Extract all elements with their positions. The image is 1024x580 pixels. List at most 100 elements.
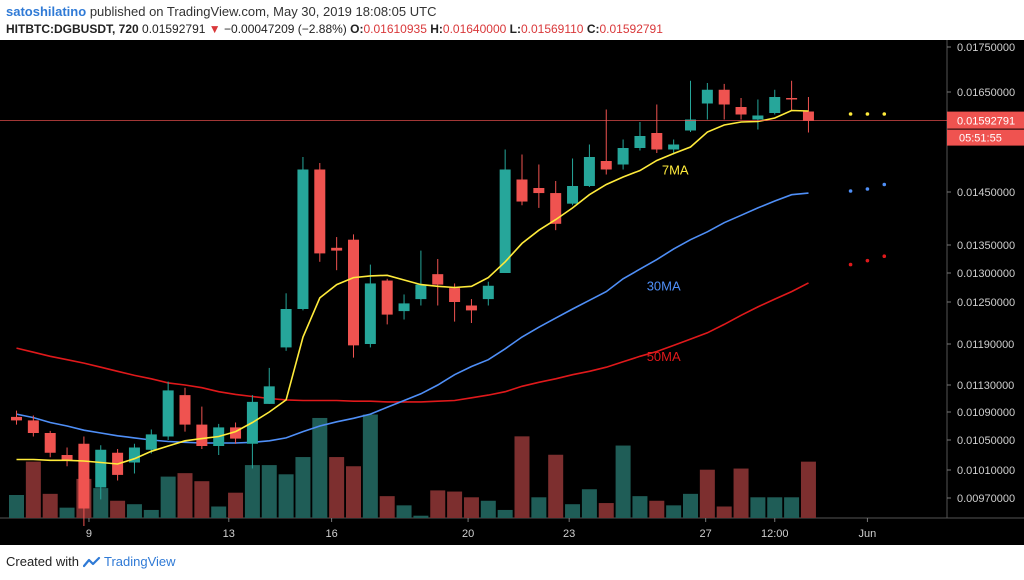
volume-bar	[9, 495, 24, 518]
candle-body	[348, 239, 359, 346]
volume-bar	[295, 457, 311, 518]
change-down-arrow-icon: ▼	[208, 22, 221, 36]
time-tick-label: 12:00	[761, 528, 789, 540]
price-tick-label: 0.00970000	[957, 493, 1015, 505]
chart-header: satoshilatino published on TradingView.c…	[0, 0, 1024, 40]
candle-body	[583, 157, 595, 186]
volume-bar	[379, 496, 395, 518]
candle-body	[230, 427, 242, 439]
volume-bar	[59, 507, 75, 518]
price-tick-label: 0.01350000	[957, 240, 1015, 252]
ma-projection-dot	[865, 258, 870, 263]
volume-bar	[160, 476, 176, 518]
volume-bar	[93, 488, 109, 518]
candle-body	[499, 169, 511, 273]
ma-projection-dot	[882, 112, 887, 116]
tradingview-logo[interactable]: TradingView	[82, 554, 176, 569]
candle-body	[550, 193, 562, 224]
volume-bar	[329, 457, 345, 518]
volume-bar	[666, 505, 682, 518]
created-with: Created with TradingView	[6, 554, 176, 569]
open-value: 0.01610935	[363, 22, 427, 36]
volume-bar	[211, 506, 227, 518]
volume-bar	[463, 497, 479, 518]
volume-bar	[278, 474, 294, 518]
volume-bar	[413, 515, 429, 518]
low-label: L:	[509, 22, 521, 36]
price-tick-label: 0.01090000	[957, 407, 1015, 419]
candle-body	[533, 188, 545, 194]
volume-bar	[733, 468, 749, 518]
candle-body	[651, 133, 663, 150]
time-tick-label: 9	[86, 528, 92, 540]
volume-bar	[177, 473, 193, 518]
volume-bar	[632, 496, 648, 518]
price-tick-label: 0.01250000	[957, 297, 1015, 309]
candle-body	[752, 115, 764, 120]
chart-background	[0, 40, 1024, 545]
candle-body	[381, 280, 393, 315]
volume-bar	[531, 497, 547, 518]
price-change: −0.00047209 (−2.88%)	[224, 22, 347, 36]
volume-bar	[767, 497, 783, 518]
close-label: C:	[586, 22, 600, 36]
ma-label: 30MA	[647, 278, 681, 293]
high-value: 0.01640000	[442, 22, 507, 36]
last-price-tag-label: 0.01592791	[957, 116, 1015, 128]
price-tick-label: 0.01010000	[957, 465, 1015, 477]
created-with-text: Created with	[6, 554, 79, 569]
volume-bar	[581, 489, 597, 518]
close-value: 0.01592791	[599, 22, 663, 36]
volume-bar	[362, 414, 378, 518]
price-tick-label: 0.01050000	[957, 435, 1015, 447]
volume-bar	[42, 493, 58, 518]
ma-label: 7MA	[662, 163, 689, 178]
volume-bar	[110, 500, 126, 518]
candle-body	[280, 309, 292, 348]
chart-footer: Created with TradingView	[0, 545, 1024, 580]
candle-body	[11, 416, 22, 421]
last-price: 0.01592791	[142, 22, 206, 36]
last-price-tag	[947, 111, 1024, 129]
ma-projection-dot	[882, 254, 887, 258]
volume-bar	[649, 500, 665, 518]
ohlc-legend: HITBTC:DGBUSDT, 720 0.01592791 ▼ −0.0004…	[6, 22, 663, 36]
volume-bar	[716, 506, 732, 518]
volume-bar	[261, 465, 277, 518]
time-tick-label: 27	[700, 528, 712, 540]
price-tick-label: 0.01300000	[957, 268, 1015, 280]
candle-body	[78, 443, 90, 509]
candle-body	[769, 97, 781, 113]
candle-body	[179, 395, 191, 425]
ma-label: 50MA	[647, 349, 681, 364]
volume-bar	[565, 504, 581, 518]
candle-body	[786, 98, 798, 100]
price-tick-label: 0.01130000	[957, 380, 1014, 392]
volume-bar	[447, 491, 463, 518]
price-tick-label: 0.01750000	[957, 42, 1015, 54]
volume-bar	[244, 465, 260, 518]
candle-body	[449, 288, 461, 302]
author-name[interactable]: satoshilatino	[6, 4, 87, 19]
ma-projection-dot	[848, 112, 853, 116]
publish-text: published on TradingView.com, May 30, 20…	[89, 4, 437, 19]
time-tick-label: 20	[462, 528, 474, 540]
candle-body	[668, 144, 680, 150]
time-tick-label: 16	[325, 528, 337, 540]
volume-bar	[228, 492, 244, 518]
candle-body	[331, 247, 343, 251]
chart-area[interactable]: 7MA 30MA 50MA 0.01750000 0.01650000 0.0145000…	[0, 40, 1024, 545]
volume-bar	[126, 504, 142, 518]
ma-projection-dot	[882, 182, 887, 187]
volume-bar	[25, 461, 41, 518]
time-tick-label: 13	[223, 528, 235, 540]
ma-projection-dot	[848, 189, 853, 193]
price-chart[interactable]: 7MA 30MA 50MA 0.01750000 0.01650000 0.0145000…	[0, 40, 1024, 545]
volume-bar	[548, 454, 564, 518]
candle-body	[432, 274, 444, 285]
volume-bar	[396, 505, 412, 518]
candle-body	[27, 420, 39, 433]
ma7-line	[16, 109, 809, 465]
candle-body	[263, 386, 275, 404]
price-tick-label: 0.01450000	[957, 187, 1015, 199]
